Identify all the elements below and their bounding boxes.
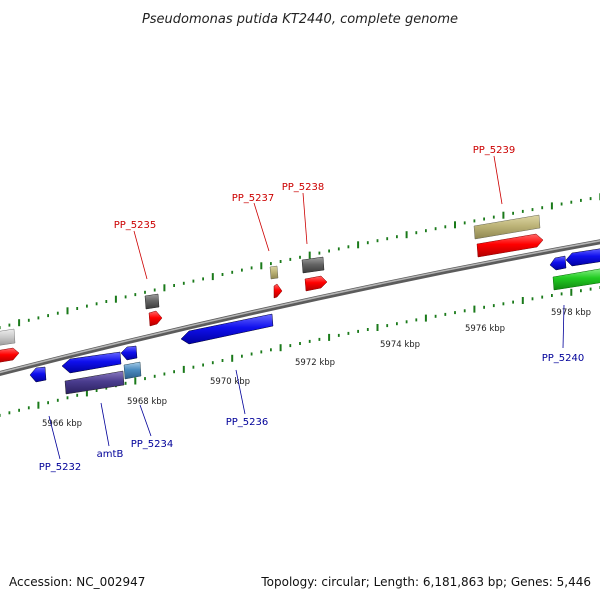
gene-pp5237-tan[interactable] bbox=[269, 265, 279, 280]
gene-pp5240-small-blue[interactable] bbox=[549, 255, 567, 271]
scale-label-5966: 5966 kbp bbox=[42, 419, 82, 429]
gene-label-pp5234[interactable]: PP_5234 bbox=[131, 439, 174, 450]
gene-label-pp5238[interactable]: PP_5238 bbox=[282, 182, 325, 193]
genome-summary-text: Topology: circular; Length: 6,181,863 bp… bbox=[260, 575, 591, 589]
gene-label-pp5240[interactable]: PP_5240 bbox=[542, 353, 585, 364]
gene-pp5237-red[interactable] bbox=[273, 283, 283, 299]
gene-pp5234-blue[interactable] bbox=[120, 345, 138, 361]
scale-label-5978: 5978 kbp bbox=[551, 308, 591, 318]
gene-partial-left-red[interactable] bbox=[0, 347, 20, 363]
gene-pp5238-gray[interactable] bbox=[301, 256, 325, 274]
gene-pp5240-blue[interactable] bbox=[565, 248, 600, 267]
gene-label-amtb[interactable]: amtB bbox=[97, 449, 124, 460]
gene-purple[interactable] bbox=[64, 370, 125, 395]
gene-pp5235-red[interactable] bbox=[148, 310, 163, 327]
gene-label-pp5235[interactable]: PP_5235 bbox=[114, 220, 157, 231]
gene-pp5234-steel[interactable] bbox=[123, 361, 142, 380]
gene-amtB[interactable] bbox=[61, 351, 122, 374]
forward-tick-track bbox=[0, 193, 600, 330]
genome-backbone bbox=[0, 239, 600, 377]
gene-pp5239-tan[interactable] bbox=[473, 214, 541, 240]
accession-text: Accession: NC_002947 bbox=[9, 575, 145, 589]
scale-label-5970: 5970 kbp bbox=[210, 377, 250, 387]
forward-label-connectors bbox=[133, 155, 503, 280]
gene-label-pp5232[interactable]: PP_5232 bbox=[39, 462, 82, 473]
scale-label-5972: 5972 kbp bbox=[295, 358, 335, 368]
reverse-label-connectors bbox=[48, 304, 565, 460]
gene-label-pp5239[interactable]: PP_5239 bbox=[473, 145, 516, 156]
gene-pp5238-red[interactable] bbox=[304, 275, 328, 292]
map-title: Pseudomonas putida KT2440, complete geno… bbox=[142, 12, 458, 27]
gene-small-blue-left[interactable] bbox=[29, 366, 47, 383]
scale-label-5976: 5976 kbp bbox=[465, 324, 505, 334]
gene-pp5240-green[interactable] bbox=[552, 268, 600, 291]
scale-label-5968: 5968 kbp bbox=[127, 397, 167, 407]
gene-pp5236[interactable] bbox=[180, 313, 274, 345]
gene-partial-left-gray[interactable] bbox=[0, 328, 16, 346]
reverse-tick-track bbox=[0, 286, 600, 417]
gene-label-pp5237[interactable]: PP_5237 bbox=[232, 193, 275, 204]
gene-label-pp5236[interactable]: PP_5236 bbox=[226, 417, 269, 428]
gene-pp5235-gray[interactable] bbox=[144, 293, 160, 310]
scale-label-5974: 5974 kbp bbox=[380, 340, 420, 350]
gene-pp5239-red[interactable] bbox=[476, 233, 544, 258]
